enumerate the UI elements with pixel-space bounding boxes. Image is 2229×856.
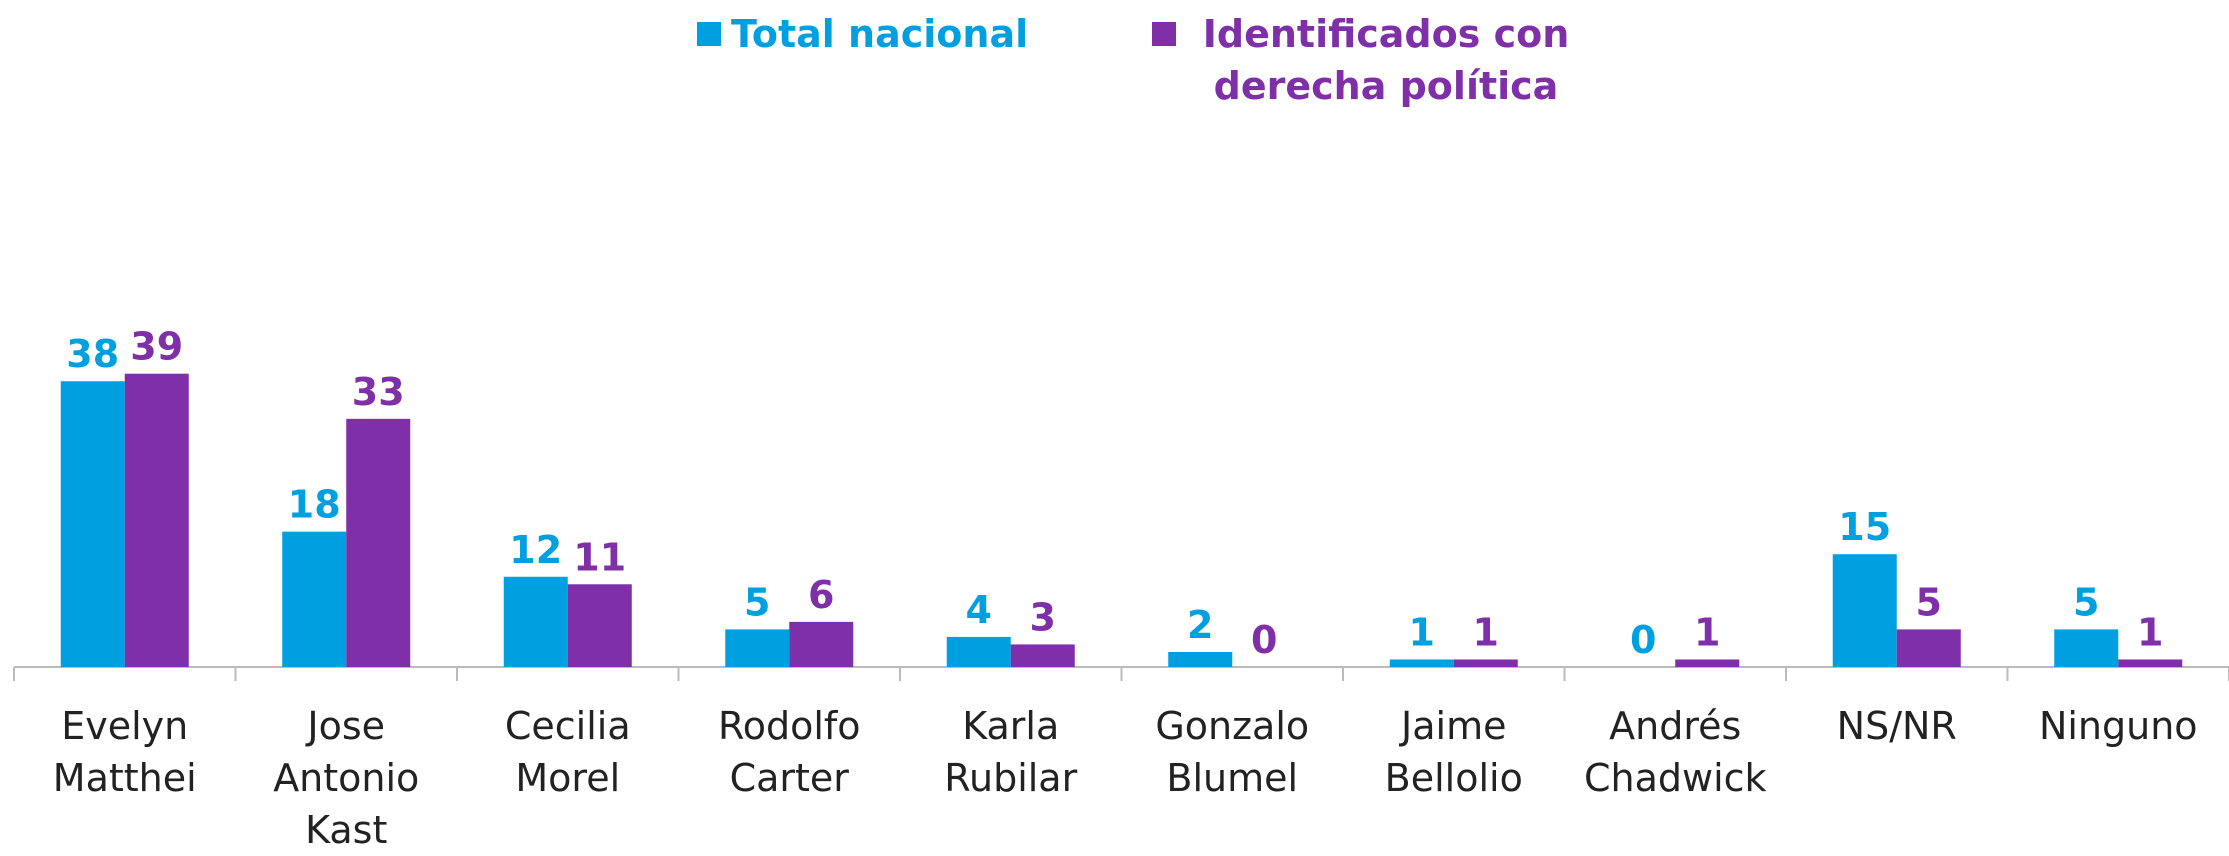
x-tick-label: Jose Antonio Kast xyxy=(273,704,420,852)
value-label: 0 xyxy=(1251,618,1277,662)
bar xyxy=(124,373,189,667)
bar xyxy=(282,531,347,667)
legend-label: Identificados con derecha política xyxy=(1202,12,1570,108)
x-tick-label: Evelyn Matthei xyxy=(52,704,197,800)
value-label: 39 xyxy=(130,325,183,369)
x-tick-label: Jaime Bellolio xyxy=(1384,704,1523,800)
value-label: 1 xyxy=(2137,610,2163,654)
bar xyxy=(1453,659,1518,667)
legend-swatch xyxy=(697,22,721,46)
bar xyxy=(2118,659,2183,667)
x-tick-label: Cecilia Morel xyxy=(504,704,631,800)
bar xyxy=(1832,554,1897,667)
bar xyxy=(60,381,125,667)
bar xyxy=(946,636,1011,667)
value-label: 1 xyxy=(1694,610,1720,654)
value-label: 11 xyxy=(573,535,626,579)
value-label: 2 xyxy=(1187,603,1213,647)
value-label: 18 xyxy=(288,483,341,527)
value-label: 33 xyxy=(352,370,405,414)
bar xyxy=(1896,629,1961,667)
bar xyxy=(1675,659,1740,667)
value-label: 15 xyxy=(1838,505,1891,549)
value-label: 4 xyxy=(966,588,992,632)
bar xyxy=(2054,629,2119,667)
bar xyxy=(725,629,790,667)
x-tick-label: Rodolfo Carter xyxy=(718,704,861,800)
value-label: 6 xyxy=(808,573,834,617)
x-tick-label: Andrés Chadwick xyxy=(1583,704,1767,800)
legend-item: Total nacional xyxy=(697,8,1028,60)
value-label: 5 xyxy=(2073,580,2099,624)
value-label: 0 xyxy=(1630,618,1656,662)
bar xyxy=(789,621,854,667)
value-label: 5 xyxy=(1916,580,1942,624)
value-label: 1 xyxy=(1409,610,1435,654)
x-tick-label: Karla Rubilar xyxy=(944,704,1078,800)
value-label: 38 xyxy=(66,332,119,376)
x-tick-label: NS/NR xyxy=(1836,704,1957,748)
value-label: 1 xyxy=(1473,610,1499,654)
bar xyxy=(503,576,568,667)
legend-label: Total nacional xyxy=(731,12,1029,56)
bar xyxy=(567,584,632,667)
x-tick-label: Ninguno xyxy=(2038,704,2198,748)
legend-swatch xyxy=(1152,22,1176,46)
bar xyxy=(1168,651,1233,667)
legend-item: Identificados con derecha política xyxy=(1152,8,1586,112)
value-label: 12 xyxy=(509,528,562,572)
bar xyxy=(1010,644,1075,667)
bar xyxy=(346,418,411,667)
bar xyxy=(1389,659,1454,667)
value-label: 5 xyxy=(744,580,770,624)
x-tick-label: Gonzalo Blumel xyxy=(1155,704,1310,800)
value-label: 3 xyxy=(1030,595,1056,639)
